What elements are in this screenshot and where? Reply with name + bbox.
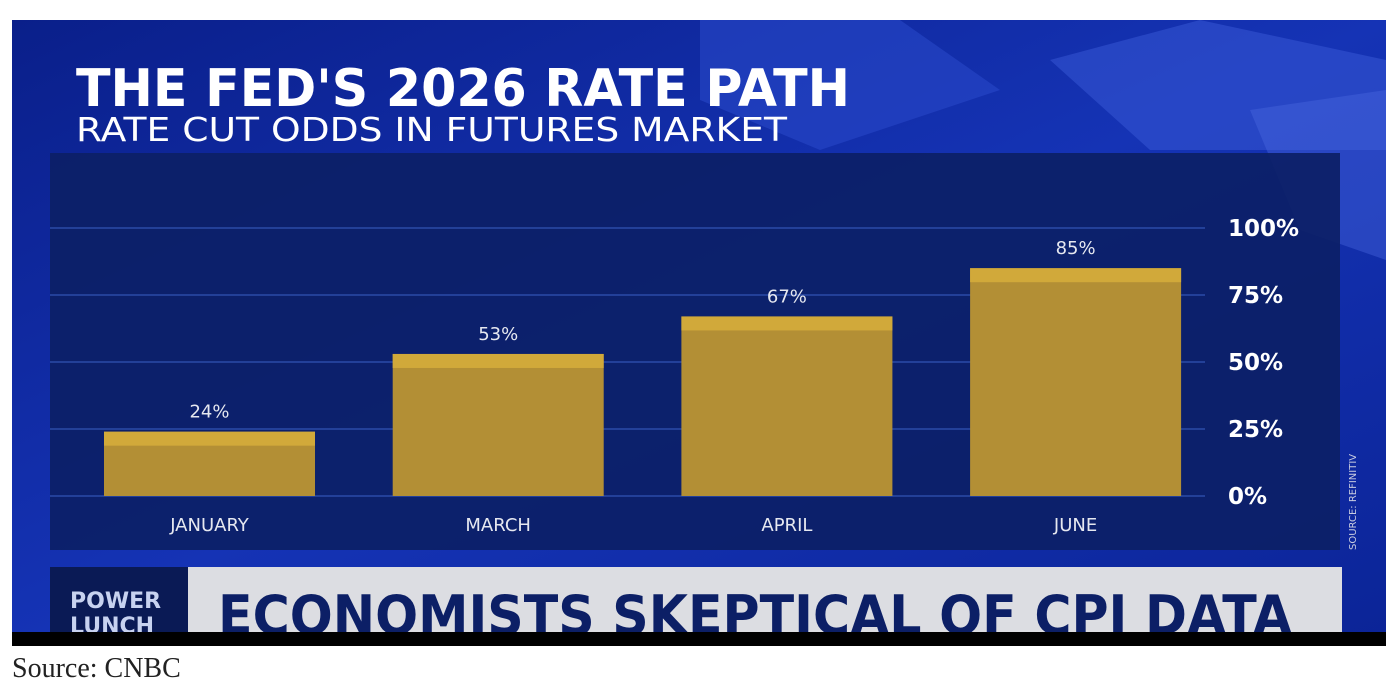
- headline-banner: [188, 567, 1342, 637]
- decor-cube: [700, 20, 1000, 150]
- x-tick-label: JANUARY: [169, 515, 250, 536]
- y-tick-label: 100%: [1228, 216, 1299, 242]
- decor-cube: [1050, 20, 1386, 150]
- bar-highlight: [970, 268, 1182, 283]
- value-label: 53%: [478, 324, 518, 345]
- show-box: [50, 567, 188, 637]
- x-tick-label: JUNE: [1053, 515, 1097, 536]
- x-tick-label: APRIL: [761, 515, 812, 536]
- x-tick-label: MARCH: [465, 515, 531, 536]
- chart-title: THE FED'S 2026 RATE PATH: [76, 59, 850, 119]
- y-tick-label: 75%: [1228, 283, 1283, 309]
- value-label: 24%: [189, 402, 229, 423]
- bar: [392, 353, 604, 496]
- bar-highlight: [392, 353, 604, 368]
- y-tick-label: 0%: [1228, 484, 1267, 510]
- caption: Source: CNBC: [12, 653, 181, 684]
- y-tick-label: 25%: [1228, 417, 1283, 443]
- value-label: 85%: [1056, 238, 1096, 259]
- y-tick-label: 50%: [1228, 350, 1283, 376]
- chart-subtitle: RATE CUT ODDS IN FUTURES MARKET: [76, 110, 788, 149]
- bar-highlight: [681, 316, 893, 331]
- video-edge: [12, 632, 1386, 646]
- bar: [970, 268, 1182, 496]
- plot-area: 0% 25% 50% 75% 100% JANUARY 24% MARCH 53% APRIL 67…: [50, 216, 1299, 536]
- value-label: 67%: [767, 286, 807, 307]
- bar-highlight: [104, 431, 315, 446]
- bar: [681, 316, 893, 496]
- source-note: SOURCE: REFINITIV: [1348, 454, 1359, 550]
- show-name: POWER: [70, 589, 161, 614]
